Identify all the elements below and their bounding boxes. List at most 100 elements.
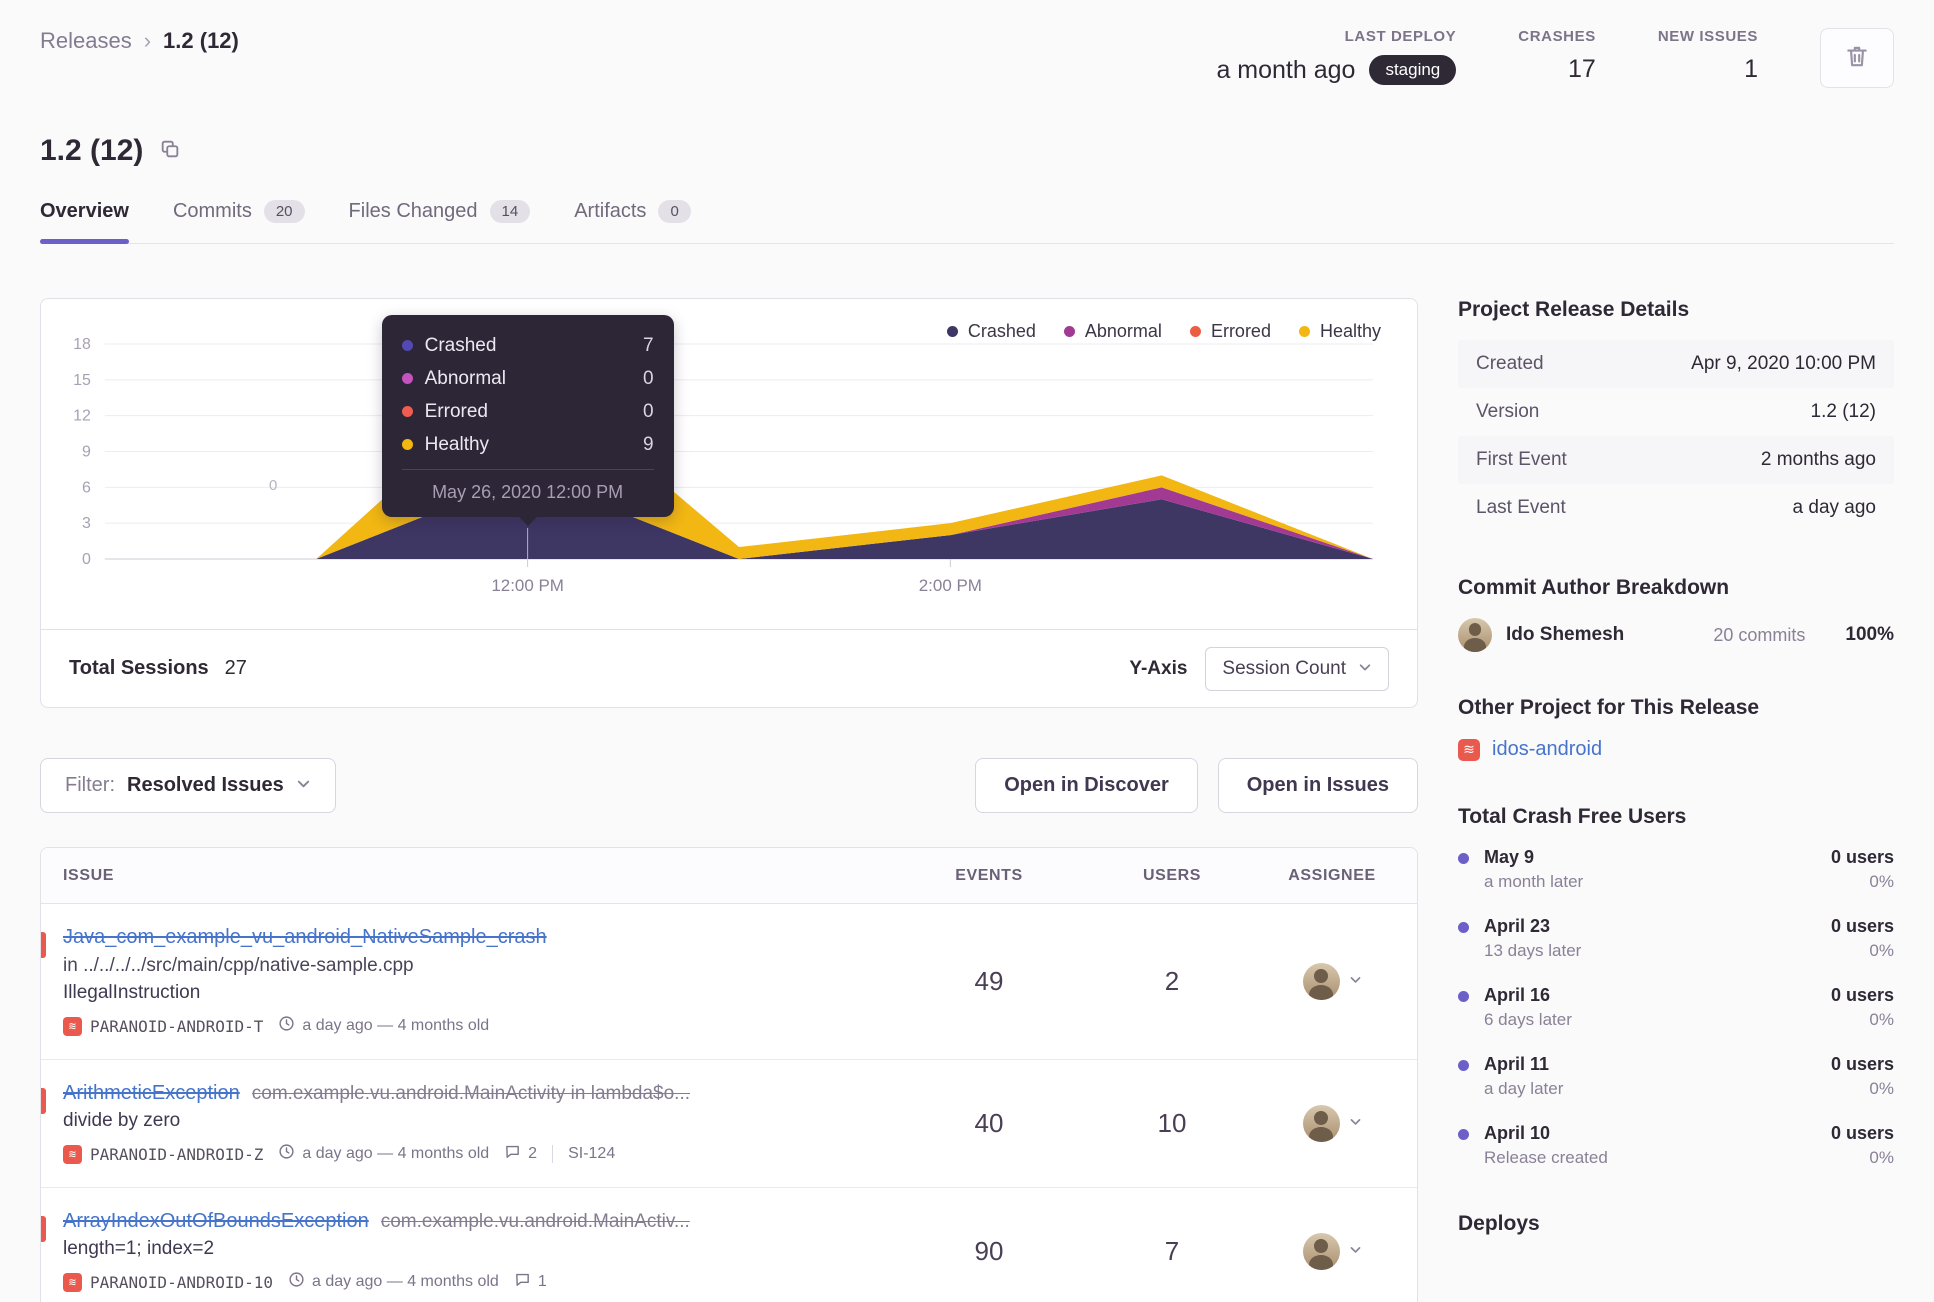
tab-commits-label: Commits <box>172 200 252 222</box>
crash-free-caption: 13 days later <box>1484 941 1582 960</box>
sidebar: Project Release Details Created Apr 9, 2… <box>1458 298 1894 1280</box>
issue-age: a day ago — 4 months old <box>288 1271 499 1293</box>
svg-text:0: 0 <box>82 551 91 568</box>
issue-row: Java_com_example_vu_android_NativeSample… <box>41 904 1417 1060</box>
delete-release-button[interactable] <box>1820 28 1894 88</box>
stat-last-deploy: LAST DEPLOY a month ago staging <box>1216 28 1457 86</box>
y-axis-select[interactable]: Session Count <box>1205 646 1389 691</box>
legend-item-errored[interactable]: Errored <box>1189 321 1271 342</box>
title-row: 1.2 (12) <box>40 134 1894 168</box>
timeline-dot-icon <box>1458 1129 1469 1140</box>
detail-label: Last Event <box>1476 497 1566 518</box>
y-axis-label: Y-Axis <box>1129 657 1188 679</box>
stat-last-deploy-label: LAST DEPLOY <box>1344 28 1457 45</box>
legend-item-healthy[interactable]: Healthy <box>1298 321 1381 342</box>
other-project-link[interactable]: idos-android <box>1492 738 1603 760</box>
copy-version-button[interactable] <box>159 138 181 165</box>
chart-tooltip: Crashed 7 Abnormal 0 Errored 0 <box>381 315 674 526</box>
open-in-issues-button[interactable]: Open in Issues <box>1217 758 1418 813</box>
tooltip-timestamp: May 26, 2020 12:00 PM <box>401 469 654 517</box>
release-stats: LAST DEPLOY a month ago staging CRASHES … <box>1216 28 1894 88</box>
tab-artifacts[interactable]: Artifacts 0 <box>574 200 691 243</box>
issue-users-count: 10 <box>1157 1108 1187 1138</box>
author-commit-count: 20 commits <box>1713 624 1806 645</box>
linked-issue-id: SI-124 <box>568 1145 616 1162</box>
issue-comments: 2 <box>504 1143 537 1165</box>
issue-users-count: 7 <box>1164 1236 1180 1266</box>
legend-item-crashed[interactable]: Crashed <box>946 321 1036 342</box>
detail-label: Created <box>1476 353 1544 374</box>
assignee-dropdown[interactable] <box>1247 1233 1417 1270</box>
section-title: Total Crash Free Users <box>1458 805 1687 828</box>
crash-free-caption: a month later <box>1484 872 1584 891</box>
assignee-dropdown[interactable] <box>1247 963 1417 1000</box>
timeline-dot-icon <box>1458 922 1469 933</box>
unresolved-indicator-bar <box>41 1216 46 1242</box>
issues-filter-select[interactable]: Filter: Resolved Issues <box>40 758 336 813</box>
chevron-right-icon: › <box>143 28 152 53</box>
tooltip-errored-label: Errored <box>424 400 488 422</box>
issue-age: a day ago — 4 months old <box>278 1143 489 1165</box>
svg-text:18: 18 <box>73 336 91 353</box>
filter-selected-value: Resolved Issues <box>127 774 284 796</box>
timeline-dot-icon <box>1458 1060 1469 1071</box>
detail-row: First Event 2 months ago <box>1458 436 1894 484</box>
stat-new-issues: NEW ISSUES 1 <box>1658 28 1758 84</box>
tooltip-crashed-dot-icon <box>401 340 413 351</box>
legend-errored-label: Errored <box>1210 321 1271 341</box>
crash-free-users: 0 users <box>1830 1054 1894 1074</box>
stat-new-issues-value: 1 <box>1744 55 1758 83</box>
crash-free-caption: a day later <box>1484 1079 1564 1098</box>
issue-events-count: 40 <box>974 1108 1004 1138</box>
open-in-discover-button[interactable]: Open in Discover <box>975 758 1198 813</box>
legend-crashed-label: Crashed <box>967 321 1036 341</box>
section-title: Commit Author Breakdown <box>1458 576 1730 599</box>
clock-icon <box>278 1015 295 1037</box>
issue-short-id: ≋ PARANOID-ANDROID-10 <box>63 1272 273 1292</box>
comment-icon <box>504 1143 521 1165</box>
timeline-dot-icon <box>1458 853 1469 864</box>
breadcrumb-releases-link[interactable]: Releases <box>40 28 132 53</box>
issues-table-header: ISSUE EVENTS USERS ASSIGNEE <box>41 848 1417 904</box>
detail-value: a day ago <box>1792 497 1876 518</box>
column-header-assignee: ASSIGNEE <box>1288 866 1376 884</box>
issue-short-id: ≋ PARANOID-ANDROID-T <box>63 1016 263 1036</box>
detail-value: 2 months ago <box>1760 449 1876 470</box>
tab-commits[interactable]: Commits 20 <box>173 200 305 243</box>
detail-value: Apr 9, 2020 10:00 PM <box>1691 353 1876 374</box>
tab-overview-label: Overview <box>40 200 129 222</box>
commit-author-breakdown-section: Commit Author Breakdown Ido Shemesh 20 c… <box>1458 576 1894 652</box>
crash-free-date: April 10 <box>1484 1123 1551 1143</box>
tab-overview[interactable]: Overview <box>40 200 129 244</box>
legend-item-abnormal[interactable]: Abnormal <box>1063 321 1162 342</box>
issues-table: ISSUE EVENTS USERS ASSIGNEE Java_com_exa… <box>40 847 1418 1302</box>
svg-text:12:00 PM: 12:00 PM <box>491 576 564 595</box>
legend-abnormal-label: Abnormal <box>1084 321 1162 341</box>
sessions-area-chart: 0 3 6 9 12 15 18 12:00 PM 2:00 PM <box>73 336 1374 595</box>
trash-icon <box>1844 43 1870 74</box>
issue-title-link[interactable]: ArithmeticException <box>63 1082 240 1104</box>
total-sessions-label: Total Sessions <box>69 657 209 679</box>
commit-author-row: Ido Shemesh 20 commits 100% <box>1458 618 1894 652</box>
svg-text:3: 3 <box>82 515 91 532</box>
crash-free-users: 0 users <box>1830 916 1894 936</box>
tooltip-abnormal-value: 0 <box>643 367 654 389</box>
tab-files-changed[interactable]: Files Changed 14 <box>349 200 531 243</box>
tab-artifacts-count: 0 <box>658 200 691 223</box>
legend-healthy-label: Healthy <box>1319 321 1381 341</box>
assignee-dropdown[interactable] <box>1247 1105 1417 1142</box>
issue-title-link[interactable]: Java_com_example_vu_android_NativeSample… <box>63 926 547 948</box>
tooltip-healthy-dot-icon <box>401 439 413 450</box>
crash-free-item: April 10 0 users Release created 0% <box>1458 1123 1894 1168</box>
issue-culprit: com.example.vu.android.MainActivity in l… <box>251 1083 691 1104</box>
issue-title-link[interactable]: ArrayIndexOutOfBoundsException <box>63 1210 369 1232</box>
crashed-legend-dot-icon <box>946 326 958 337</box>
svg-text:12: 12 <box>73 408 91 425</box>
chart-zero-annotation: 0 <box>269 477 278 494</box>
chart-area: 0 3 6 9 12 15 18 12:00 PM 2:00 PM Crashed Abnorm… <box>41 299 1417 629</box>
svg-text:2:00 PM: 2:00 PM <box>919 576 982 595</box>
crash-free-users: 0 users <box>1830 985 1894 1005</box>
tooltip-errored-value: 0 <box>643 400 654 422</box>
issue-events-count: 90 <box>974 1236 1004 1266</box>
